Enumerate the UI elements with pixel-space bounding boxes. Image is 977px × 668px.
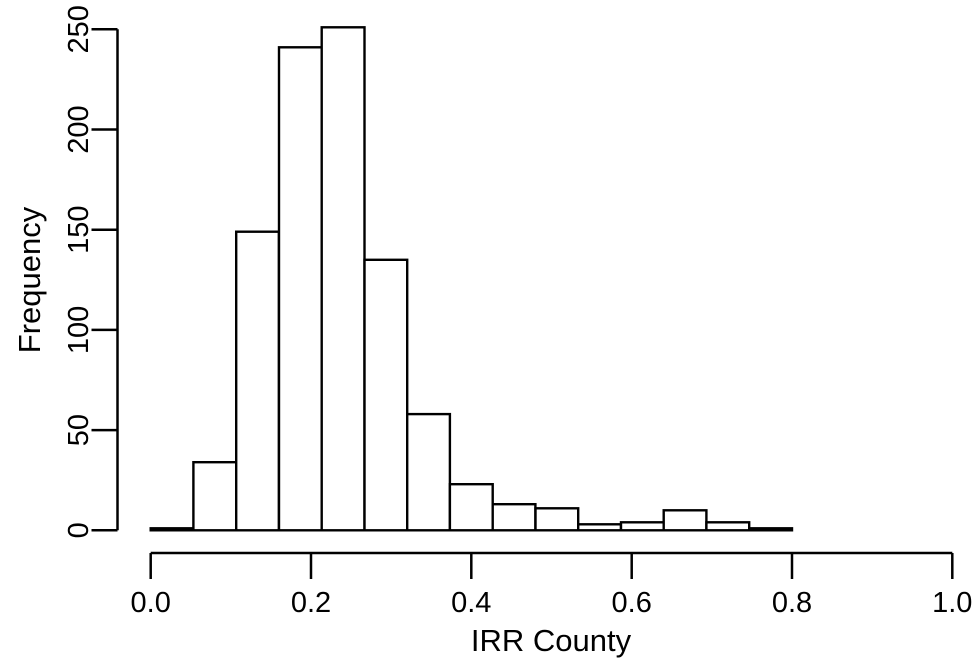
histogram-bar: [534, 507, 580, 532]
histogram-bar: [363, 258, 409, 532]
histogram-bar: [748, 527, 794, 532]
x-tick-label: 0.6: [612, 587, 652, 619]
histogram-bar: [705, 521, 751, 532]
histogram-bar: [320, 26, 366, 532]
histogram-bar: [149, 527, 195, 532]
x-tick-label: 0.2: [291, 587, 331, 619]
histogram-bar: [491, 503, 537, 532]
histogram-bar: [277, 46, 323, 532]
histogram-bar: [619, 521, 665, 532]
histogram-bars: [149, 26, 794, 532]
y-tick-label: 200: [63, 105, 95, 153]
y-axis: 0 50 100 150 200 250: [63, 5, 119, 538]
y-axis-title: Frequency: [12, 206, 47, 353]
histogram-bar: [577, 523, 623, 532]
x-tick-label: 1.0: [932, 587, 972, 619]
y-tick-label: 150: [63, 206, 95, 254]
x-tick-label: 0.0: [131, 587, 171, 619]
x-tick-label: 0.4: [451, 587, 491, 619]
y-tick-label: 250: [63, 5, 95, 53]
histogram-bar: [662, 509, 708, 532]
histogram-bar: [406, 412, 452, 532]
histogram-bar: [448, 483, 494, 532]
x-axis-title: IRR County: [471, 623, 632, 658]
y-tick-label: 50: [63, 414, 95, 446]
histogram-bar: [192, 461, 238, 532]
x-axis: 0.0 0.2 0.4 0.6 0.8 1.0: [131, 551, 972, 619]
y-tick-label: 100: [63, 306, 95, 354]
histogram-bar: [234, 230, 281, 532]
y-tick-label: 0: [63, 522, 95, 538]
x-tick-label: 0.8: [772, 587, 812, 619]
